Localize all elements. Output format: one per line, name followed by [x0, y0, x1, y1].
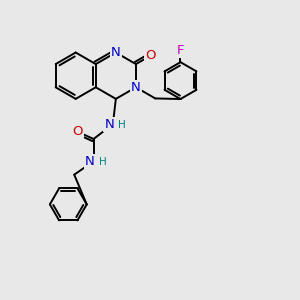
Text: O: O — [72, 125, 83, 138]
Text: H: H — [118, 120, 126, 130]
Text: N: N — [131, 81, 141, 94]
Text: F: F — [177, 44, 184, 57]
Text: H: H — [99, 157, 106, 167]
Text: N: N — [85, 155, 95, 168]
Text: O: O — [145, 50, 155, 62]
Text: N: N — [104, 118, 114, 130]
Text: N: N — [111, 46, 121, 59]
